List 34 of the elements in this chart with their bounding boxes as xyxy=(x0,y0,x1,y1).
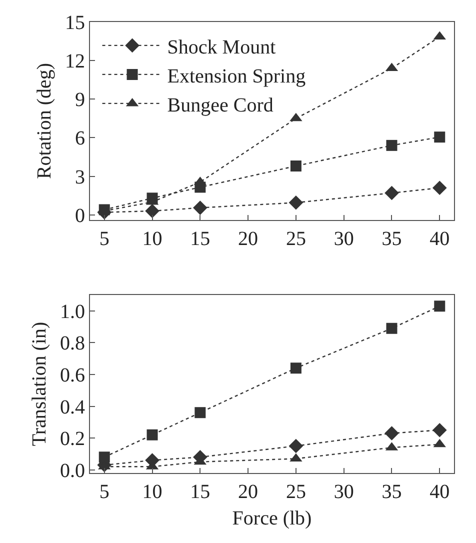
x-tick-label: 5 xyxy=(99,481,110,503)
x-tick-label: 25 xyxy=(286,228,306,250)
y-tick-label: 3 xyxy=(75,166,85,188)
y-tick-label: 0.0 xyxy=(60,460,85,482)
y-tick-label: 1.0 xyxy=(60,300,85,323)
y-tick-label: 0.4 xyxy=(60,396,85,418)
x-tick-label: 15 xyxy=(190,481,210,503)
y-tick-label: 9 xyxy=(75,89,85,112)
x-tick-label: 35 xyxy=(382,481,402,503)
x-tick-label: 10 xyxy=(142,481,162,503)
x-axis-title: Force (lb) xyxy=(232,508,312,530)
x-tick-label: 30 xyxy=(334,228,354,250)
x-tick-label: 40 xyxy=(430,481,450,503)
y-tick-label: 0 xyxy=(75,204,85,227)
y-tick-label: 15 xyxy=(65,12,85,34)
x-tick-label: 5 xyxy=(99,228,110,250)
x-tick-label: 35 xyxy=(382,228,402,250)
y-axis-title: Translation (in) xyxy=(28,322,50,446)
y-tick-label: 6 xyxy=(75,128,85,150)
y-tick-label: 0.2 xyxy=(60,428,85,450)
x-tick-label: 15 xyxy=(190,228,210,250)
y-tick-label: 0.8 xyxy=(60,332,85,355)
x-tick-label: 20 xyxy=(238,228,258,250)
x-tick-label: 10 xyxy=(142,228,162,250)
legend-label: Extension Spring xyxy=(167,65,306,88)
y-tick-label: 0.6 xyxy=(60,364,85,386)
x-tick-label: 20 xyxy=(238,481,258,503)
legend-label: Bungee Cord xyxy=(167,94,274,116)
x-tick-label: 40 xyxy=(430,228,450,250)
x-tick-label: 30 xyxy=(334,481,354,503)
x-tick-label: 25 xyxy=(286,481,306,503)
y-axis-title: Rotation (deg) xyxy=(34,62,56,180)
legend-label: Shock Mount xyxy=(167,36,276,58)
y-tick-label: 12 xyxy=(65,50,85,73)
